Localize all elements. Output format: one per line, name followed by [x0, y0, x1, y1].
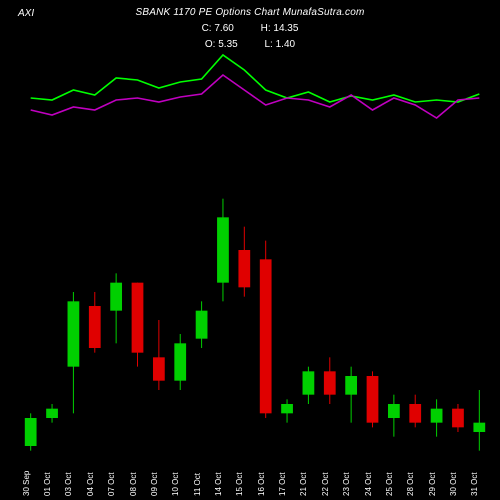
x-axis-label: 11 Oct	[193, 473, 202, 496]
x-axis-label: 29 Oct	[428, 472, 437, 496]
x-axis-label: 25 Oct	[385, 472, 394, 496]
ohlc-c: C: 7.60	[202, 23, 234, 34]
x-axis-label: 08 Oct	[129, 472, 138, 496]
chart-area	[20, 40, 490, 460]
x-axis-label: 30 Oct	[449, 472, 458, 496]
x-axis-label: 30 Sep	[22, 471, 31, 496]
x-axis-label: 04 Oct	[86, 472, 95, 496]
x-axis-label: 14 Oct	[214, 472, 223, 496]
x-axis-label: 16 Oct	[257, 472, 266, 496]
x-axis-label: 09 Oct	[150, 472, 159, 496]
chart-svg	[20, 40, 490, 460]
x-axis-label: 01 Oct	[43, 472, 52, 496]
x-axis-label: 28 Oct	[406, 472, 415, 496]
chart-title: SBANK 1170 PE Options Chart MunafaSutra.…	[0, 6, 500, 20]
x-axis-label: 23 Oct	[342, 472, 351, 496]
x-axis-label: 07 Oct	[107, 472, 116, 496]
ohlc-row: C: 7.60 H: 14.35	[0, 22, 500, 36]
ohlc-h: H: 14.35	[261, 23, 299, 34]
x-axis-label: 22 Oct	[321, 472, 330, 496]
x-axis-label: 21 Oct	[299, 472, 308, 496]
x-axis-label: 17 Oct	[278, 472, 287, 496]
x-axis-label: 24 Oct	[364, 472, 373, 496]
x-axis-label: 10 Oct	[171, 472, 180, 496]
x-axis-label: 03 Oct	[64, 472, 73, 496]
x-axis: 30 Sep 01 Oct 03 Oct 04 Oct 07 Oct 08 Oct 09 O…	[20, 460, 490, 500]
x-axis-label: 31 Oct	[470, 472, 479, 496]
x-axis-label: 15 Oct	[235, 472, 244, 496]
